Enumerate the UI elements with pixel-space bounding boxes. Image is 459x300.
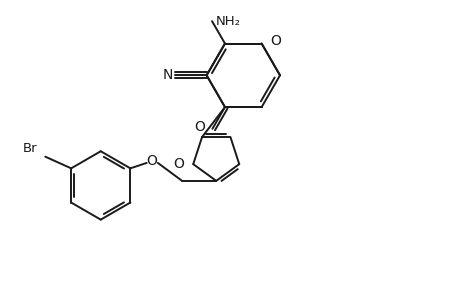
Text: O: O <box>194 120 205 134</box>
Text: Br: Br <box>23 142 38 154</box>
Text: O: O <box>269 34 280 49</box>
Text: N: N <box>162 68 173 82</box>
Text: NH₂: NH₂ <box>215 15 240 28</box>
Text: O: O <box>146 154 157 168</box>
Text: O: O <box>173 157 184 171</box>
